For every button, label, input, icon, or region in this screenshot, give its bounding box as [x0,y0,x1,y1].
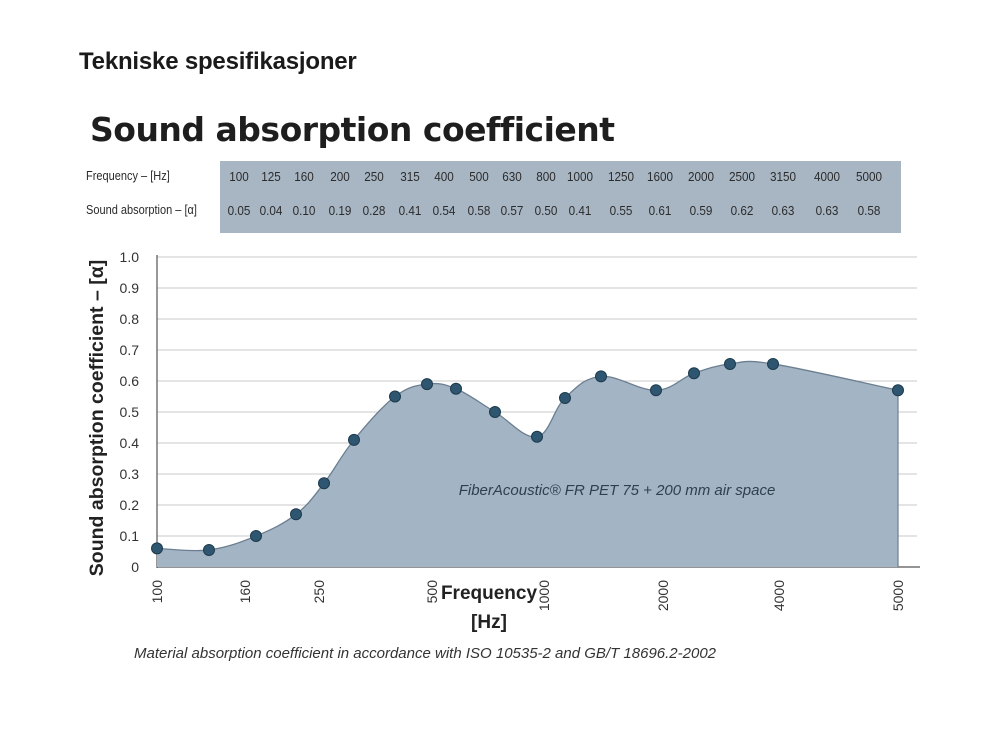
table-frequency-cell: 2000 [687,169,715,184]
table-absorption-cell: 0.61 [648,203,672,218]
table-frequency-cell: 160 [294,169,314,184]
table-frequency-cell: 2500 [728,169,756,184]
table-frequency-cell: 1000 [566,169,594,184]
table-frequency-cell: 3150 [769,169,797,184]
table-frequency-cell: 400 [434,169,454,184]
data-point [531,430,543,443]
data-point [348,433,360,446]
table-absorption-cell: 0.28 [362,203,386,218]
y-tick-label: 0.9 [120,280,140,296]
x-tick-label: 250 [311,580,327,604]
table-frequency-cell: 800 [536,169,556,184]
data-table-background [220,161,901,233]
series-label: FiberAcoustic® FR PET 75 + 200 mm air sp… [459,482,776,499]
x-axis-label: Frequency [441,583,538,604]
table-frequency-cell: 1250 [607,169,635,184]
x-tick-label: 160 [237,580,253,604]
y-tick-label: 0.1 [120,528,140,544]
y-tick-label: 0.5 [120,404,140,420]
data-point [151,542,163,555]
table-absorption-cell: 0.10 [292,203,316,218]
data-point [650,384,662,397]
y-tick-label: 0.3 [120,466,140,482]
data-point [250,530,262,542]
table-frequency-label: Frequency – [Hz] [86,169,170,183]
table-frequency-cell: 100 [229,169,249,184]
y-tick-label: 0.2 [120,497,140,513]
data-point [389,390,401,403]
x-tick-label: 100 [149,580,165,604]
y-tick-label: 0.4 [120,435,140,451]
y-axis-label: Sound absorption coefficient – [α] [86,260,108,576]
y-tick-label: 0 [131,559,139,575]
table-absorption-cell: 0.41 [568,203,592,218]
data-point [203,543,215,556]
table-absorption-cell: 0.55 [609,203,633,218]
data-point [892,384,904,397]
x-tick-label: 5000 [890,580,906,611]
x-tick-label: 2000 [655,580,671,611]
y-tick-label: 0.8 [120,311,140,327]
data-point [595,370,607,383]
x-tick-label: 500 [424,580,440,604]
table-absorption-cell: 0.50 [534,203,558,218]
chart-title: Sound absorption coefficient [90,110,615,149]
y-tick-label: 0.7 [120,342,140,358]
y-tick-label: 0.6 [120,373,140,389]
table-absorption-cell: 0.05 [227,203,251,218]
table-frequency-cell: 630 [502,169,522,184]
x-tick-label: 4000 [771,580,787,611]
y-tick-label: 1.0 [120,249,140,265]
table-absorption-cell: 0.62 [730,203,754,218]
table-absorption-cell: 0.04 [259,203,283,218]
data-point [559,392,571,405]
table-absorption-cell: 0.58 [467,203,491,218]
table-frequency-cell: 500 [469,169,489,184]
table-frequency-cell: 125 [261,169,281,184]
data-point [290,508,302,521]
table-absorption-cell: 0.41 [398,203,422,218]
table-frequency-cell: 315 [400,169,420,184]
table-absorption-cell: 0.57 [500,203,524,218]
absorption-area [157,361,898,567]
data-point [489,406,501,418]
x-tick-label: 1000 [536,580,552,611]
table-frequency-cell: 250 [364,169,384,184]
table-absorption-cell: 0.59 [689,203,713,218]
data-point [688,367,700,380]
x-axis-unit: [Hz] [471,612,507,633]
table-absorption-cell: 0.54 [432,203,456,218]
chart-caption: Material absorption coefficient in accor… [134,645,717,662]
data-point [421,378,433,391]
table-absorption-cell: 0.63 [815,203,839,218]
table-frequency-cell: 1600 [646,169,674,184]
data-point [767,357,779,370]
data-point [724,357,736,370]
table-absorption-cell: 0.58 [857,203,881,218]
table-frequency-cell: 5000 [855,169,883,184]
data-point [450,382,462,395]
data-point [318,477,330,490]
table-absorption-label: Sound absorption – [α] [86,203,197,217]
table-frequency-cell: 200 [330,169,350,184]
table-absorption-cell: 0.19 [328,203,352,218]
table-absorption-cell: 0.63 [771,203,795,218]
table-frequency-cell: 4000 [813,169,841,184]
section-heading: Tekniske spesifikasjoner [79,48,357,75]
